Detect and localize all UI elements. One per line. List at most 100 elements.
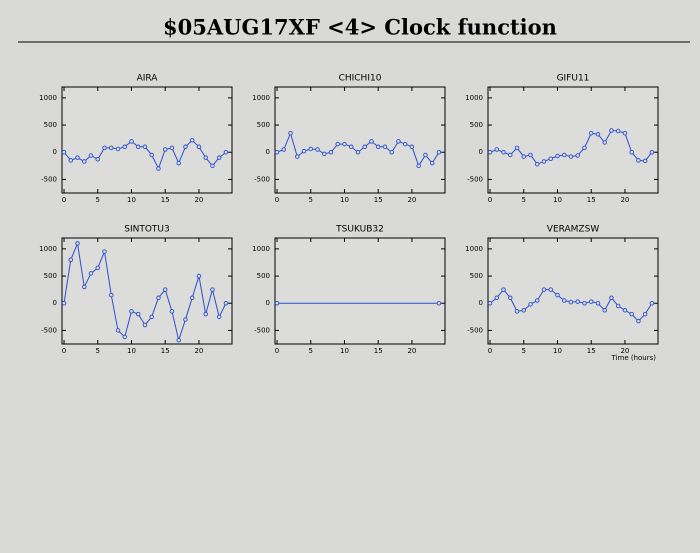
- point: [210, 163, 215, 169]
- x-tick-label: 0: [62, 347, 66, 355]
- page-title: $05AUG17XF <4> Clock function: [163, 15, 557, 40]
- point: [274, 149, 280, 155]
- x-tick-label: 0: [275, 347, 279, 355]
- point: [636, 158, 641, 163]
- point: [555, 292, 560, 298]
- point: [183, 144, 188, 150]
- point: [189, 138, 195, 143]
- point: [402, 141, 408, 147]
- point: [501, 149, 506, 155]
- point: [528, 302, 533, 307]
- plot-area: [61, 237, 233, 345]
- point: [223, 149, 229, 155]
- point: [108, 292, 114, 298]
- x-tick-label: 10: [340, 196, 349, 204]
- point: [355, 149, 361, 155]
- point: [122, 144, 127, 150]
- point: [102, 145, 107, 151]
- point: [281, 147, 287, 152]
- point: [629, 311, 634, 317]
- point: [615, 128, 621, 134]
- y-tick-label: 500: [470, 121, 483, 129]
- point: [203, 311, 208, 317]
- point: [88, 271, 94, 276]
- point: [169, 309, 175, 314]
- x-tick-label: 15: [587, 196, 596, 204]
- y-tick-label: 1000: [465, 94, 483, 102]
- point: [602, 140, 607, 145]
- point: [115, 146, 121, 152]
- point: [321, 151, 327, 157]
- point: [135, 144, 141, 150]
- point: [68, 158, 74, 163]
- y-tick-label: -500: [41, 175, 57, 183]
- point: [189, 295, 195, 301]
- point: [203, 155, 208, 160]
- x-axis-label: Time (hours): [611, 354, 657, 362]
- point: [108, 145, 114, 151]
- point: [122, 334, 127, 340]
- point: [95, 265, 101, 271]
- x-tick-label: 20: [407, 347, 416, 355]
- point: [295, 154, 300, 159]
- point: [508, 152, 513, 158]
- point: [494, 147, 500, 152]
- point: [82, 159, 87, 164]
- point: [216, 314, 222, 320]
- point: [389, 149, 394, 155]
- point: [487, 300, 493, 306]
- point: [156, 295, 161, 301]
- panel-title: CHICHI10: [339, 74, 382, 84]
- point: [588, 130, 594, 136]
- plot-area: [274, 86, 446, 194]
- x-tick-label: 15: [161, 347, 170, 355]
- point: [508, 295, 513, 301]
- x-tick-label: 5: [96, 196, 100, 204]
- point: [636, 318, 641, 324]
- x-tick-label: 0: [488, 196, 492, 204]
- x-tick-label: 15: [374, 347, 383, 355]
- y-tick-label: -500: [467, 326, 483, 334]
- point: [288, 130, 293, 136]
- point: [487, 149, 493, 155]
- point: [622, 130, 628, 136]
- y-tick-label: 1000: [465, 245, 483, 253]
- y-tick-label: 0: [266, 148, 270, 156]
- point: [348, 144, 354, 150]
- x-tick-label: 20: [194, 347, 203, 355]
- point: [555, 153, 560, 159]
- point: [521, 154, 527, 159]
- y-tick-label: -500: [254, 175, 270, 183]
- point: [568, 299, 574, 305]
- x-tick-label: 0: [275, 196, 279, 204]
- point: [582, 300, 587, 306]
- point: [375, 144, 381, 150]
- point: [595, 300, 601, 306]
- y-tick-label: 1000: [252, 94, 270, 102]
- point: [156, 166, 161, 171]
- point: [328, 149, 334, 155]
- point: [315, 147, 320, 152]
- point: [582, 145, 587, 151]
- panel-title: GIFU11: [557, 74, 590, 84]
- y-tick-label: -500: [254, 326, 270, 334]
- x-tick-label: 10: [553, 196, 562, 204]
- point: [396, 139, 401, 144]
- y-tick-label: 0: [479, 148, 483, 156]
- point: [135, 311, 141, 317]
- point: [642, 158, 648, 164]
- point: [609, 295, 614, 301]
- x-tick-label: 10: [127, 196, 136, 204]
- x-tick-label: 20: [407, 196, 416, 204]
- point: [514, 309, 520, 314]
- point: [541, 159, 547, 164]
- point: [342, 141, 347, 147]
- panel-title: VERAMZSW: [547, 225, 600, 235]
- point: [501, 287, 506, 292]
- point: [409, 144, 415, 150]
- point: [149, 152, 154, 158]
- point: [142, 322, 148, 328]
- plot-area: [487, 86, 659, 194]
